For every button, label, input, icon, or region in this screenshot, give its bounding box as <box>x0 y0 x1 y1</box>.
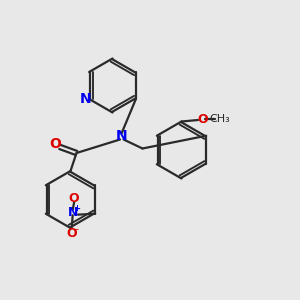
Text: ⁻: ⁻ <box>74 227 79 237</box>
Text: N: N <box>116 129 127 142</box>
Text: N: N <box>80 92 91 106</box>
Text: O: O <box>50 137 61 151</box>
Text: +: + <box>73 204 80 213</box>
Text: O: O <box>67 227 77 240</box>
Text: N: N <box>68 206 78 219</box>
Text: O: O <box>197 112 208 126</box>
Text: CH₃: CH₃ <box>209 114 230 124</box>
Text: O: O <box>69 192 80 205</box>
